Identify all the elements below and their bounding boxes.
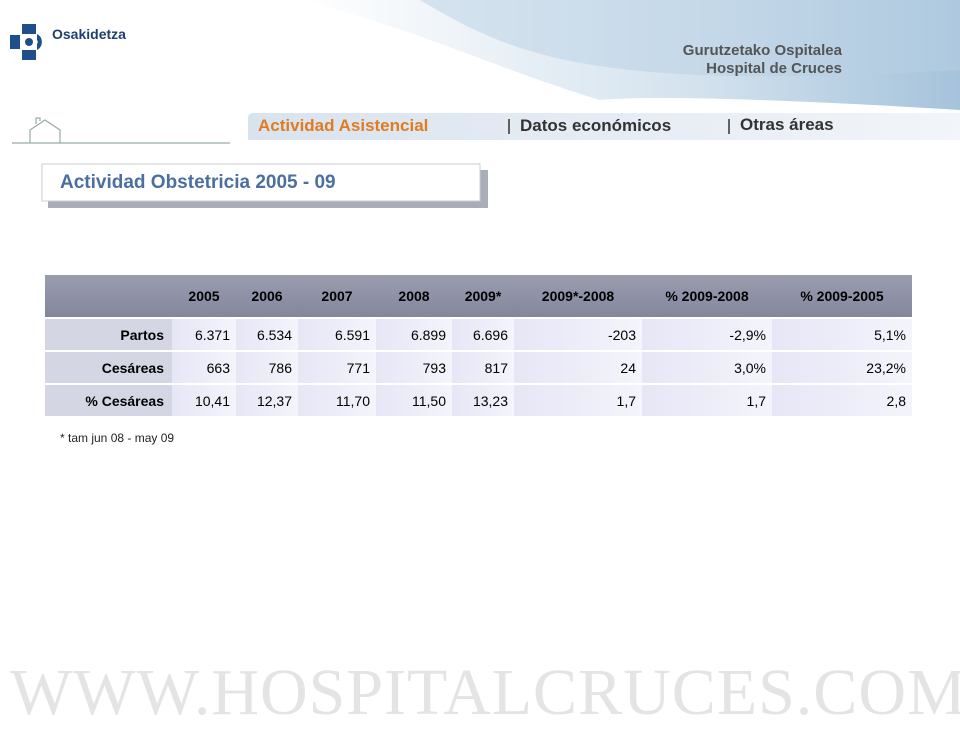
column-header: 2009* [452, 275, 514, 318]
data-table: 2005 2006 2007 2008 2009* 2009*-2008% 2009-20… [45, 275, 912, 416]
column-header: 2008 [376, 275, 452, 318]
cell: 10,41 [172, 383, 236, 416]
cell: 793 [376, 350, 452, 384]
cell: 6.371 [172, 317, 236, 351]
column-header: % 2009-2008 [642, 275, 772, 318]
cell: 11,50 [376, 383, 452, 416]
cell: 2,8 [772, 383, 912, 416]
column-header: 2006 [236, 275, 298, 318]
column-header: 2009*-2008 [514, 275, 642, 318]
corner-cell [45, 275, 172, 318]
cell: 786 [236, 350, 298, 384]
hospital-name: Gurutzetako Ospitalea Hospital de Cruces [683, 42, 842, 78]
row-label: Partos [45, 317, 172, 351]
title-box [41, 163, 481, 202]
cell: 23,2% [772, 350, 912, 384]
cell: 1,7 [642, 383, 772, 416]
cell: -203 [514, 317, 642, 351]
logo-text: Osakidetza [52, 26, 126, 42]
cell: -2,9% [642, 317, 772, 351]
home-icon[interactable] [12, 117, 230, 144]
cell: 6.591 [298, 317, 376, 351]
nav-bar [248, 113, 960, 140]
page-title: Actividad Obstetricia 2005 - 09 [60, 172, 336, 193]
nav-item[interactable]: Otras áreas [740, 115, 834, 134]
hospital-line: Gurutzetako Ospitalea [682, 42, 842, 59]
nav-item[interactable]: Actividad Asistencial [258, 116, 429, 135]
cell: 13,23 [452, 383, 514, 416]
column-header: 2005 [172, 275, 236, 318]
logo-icon [10, 24, 42, 60]
cell: 663 [172, 350, 236, 384]
cell: 1,7 [514, 383, 642, 416]
cell: 3,0% [642, 350, 772, 384]
nav-item[interactable]: Datos económicos [520, 116, 672, 135]
footnote: * tam jun 08 - may 09 [60, 431, 175, 445]
column-header: % 2009-2005 [772, 275, 912, 318]
row-label: Cesáreas [45, 350, 172, 384]
cell: 12,37 [236, 383, 298, 416]
cell: 6.534 [236, 317, 298, 351]
column-header: 2007 [298, 275, 376, 318]
cell: 6.696 [452, 317, 514, 351]
watermark: WWW.HOSPITALCRUCES.COM [10, 656, 960, 729]
swoosh [420, 0, 960, 77]
cell: 5,1% [772, 317, 912, 351]
cell: 817 [452, 350, 514, 384]
cell: 6.899 [376, 317, 452, 351]
cell: 24 [514, 350, 642, 384]
row-label: % Cesáreas [45, 383, 172, 416]
table-row: Partos 6.371 6.534 6.591 6.899 6.696 -203 -2,9%… [45, 317, 912, 351]
table-row: % Cesáreas 10,41 12,37 11,70 11,50 13,23 1,7 1,… [45, 383, 912, 416]
table-row: Cesáreas 663 786 771 793 817 24 3,0% 23,2% [45, 350, 912, 384]
cell: 771 [298, 350, 376, 384]
hospital-line: Hospital de Cruces [706, 60, 842, 77]
cell: 11,70 [298, 383, 376, 416]
